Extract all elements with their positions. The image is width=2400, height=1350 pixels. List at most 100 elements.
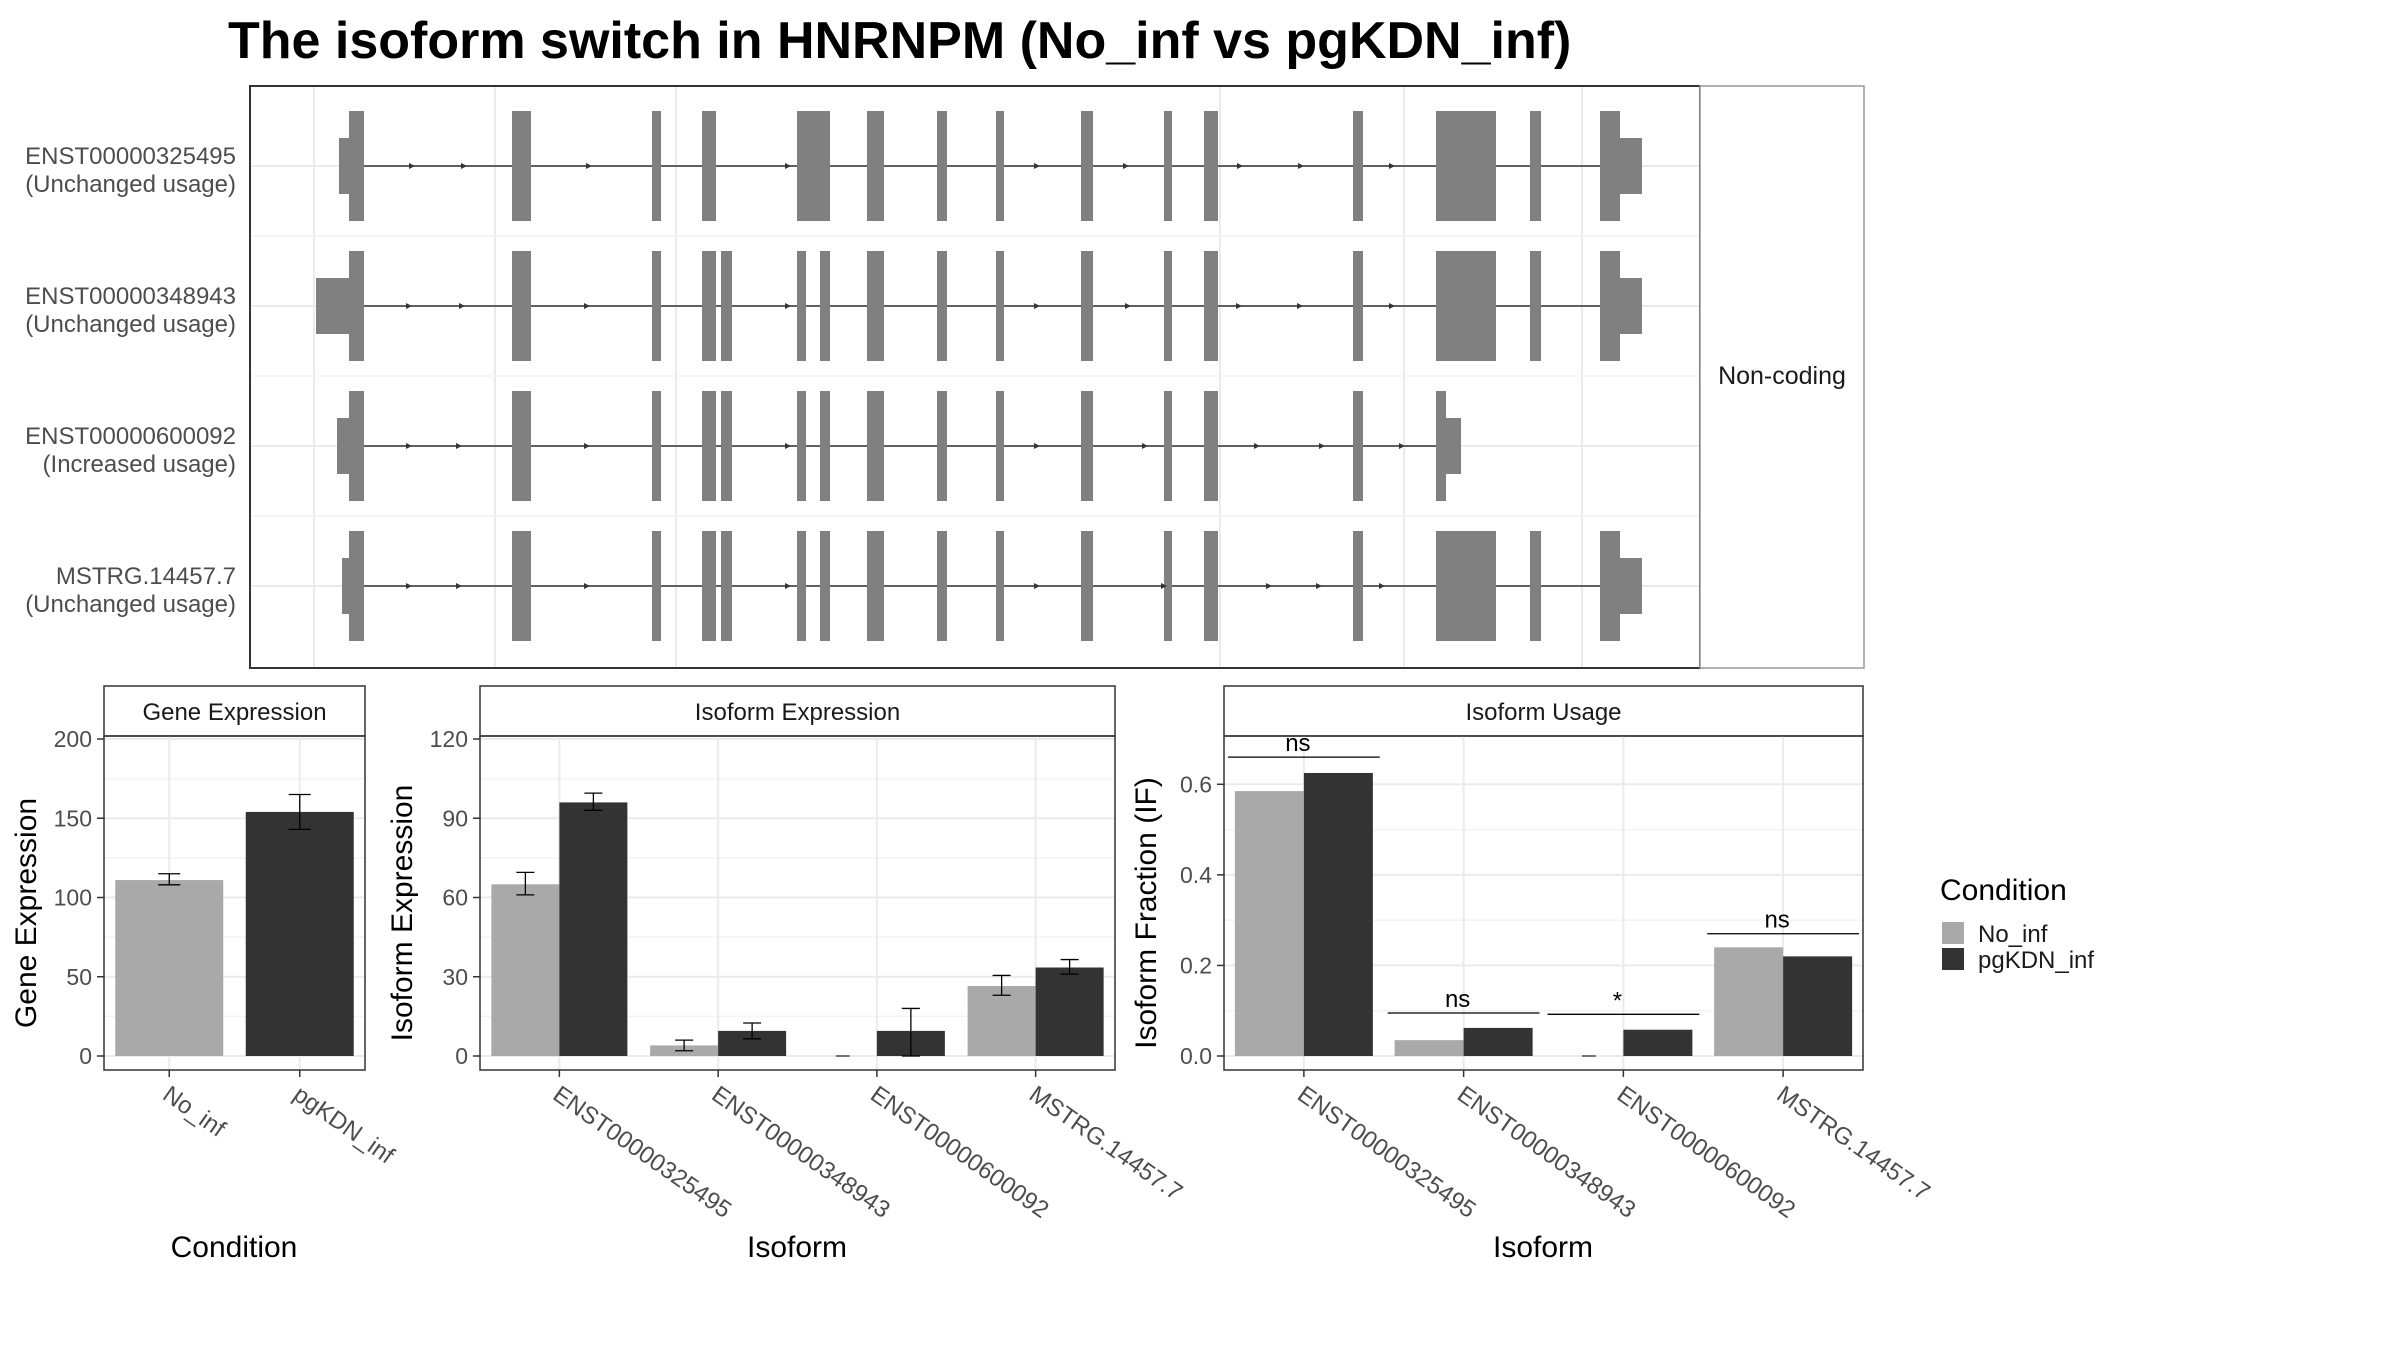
strand-arrow-icon — [785, 443, 791, 449]
strand-arrow-icon — [1125, 303, 1131, 309]
significance-label: ns — [1764, 907, 1789, 934]
exon-block — [937, 251, 947, 361]
exon-block — [721, 531, 732, 641]
utr-block — [316, 278, 349, 334]
strand-arrow-icon — [586, 163, 592, 169]
strand-arrow-icon — [584, 303, 590, 309]
y-axis-title: Gene Expression — [10, 798, 43, 1028]
panel-title: Gene Expression — [142, 699, 326, 726]
strand-arrow-icon — [1034, 443, 1040, 449]
exon-block — [512, 531, 531, 641]
legend-label-no-inf: No_inf — [1978, 921, 2048, 948]
exon-block — [996, 251, 1004, 361]
strand-arrow-icon — [456, 583, 462, 589]
exon-block — [937, 391, 947, 501]
strand-arrow-icon — [785, 303, 791, 309]
strand-arrow-icon — [459, 303, 465, 309]
panel-strip — [479, 685, 1116, 737]
x-axis-title: Isoform — [747, 1231, 847, 1264]
strand-arrow-icon — [785, 163, 791, 169]
bar — [115, 880, 224, 1056]
exon-block — [652, 391, 661, 501]
exon-block — [1164, 391, 1172, 501]
y-tick-label: 0 — [79, 1043, 92, 1069]
exon-block — [1436, 391, 1446, 501]
exon-block — [721, 251, 732, 361]
exon-block — [1204, 111, 1218, 221]
y-tick-label: 30 — [442, 964, 468, 990]
exon-block — [797, 111, 830, 221]
exon-block — [721, 391, 732, 501]
exon-block — [702, 391, 716, 501]
exon-block — [1353, 531, 1363, 641]
track-label-id: MSTRG.14457.7 — [56, 563, 236, 590]
exon-block — [1204, 391, 1218, 501]
y-tick-label: 60 — [442, 885, 468, 911]
significance-label: ns — [1285, 730, 1310, 757]
strand-arrow-icon — [1034, 583, 1040, 589]
exon-block — [996, 111, 1004, 221]
exon-block — [1436, 531, 1496, 641]
exon-block — [1204, 531, 1218, 641]
gene-expression-panel: Gene Expression 0 50 100 150 200 No_inf pgKDN_i… — [10, 685, 399, 1264]
track-label-id: ENST00000600092 — [25, 423, 236, 450]
strand-arrow-icon — [1142, 443, 1148, 449]
bar — [1463, 1027, 1533, 1056]
exon-block — [1353, 111, 1363, 221]
significance-label: * — [1613, 987, 1622, 1014]
bar — [491, 884, 560, 1056]
exon-block — [1164, 251, 1172, 361]
legend-key-pgkdn-inf — [1942, 948, 1964, 970]
bar — [1714, 947, 1784, 1056]
exon-block — [937, 531, 947, 641]
y-tick-label: 50 — [66, 964, 92, 990]
y-tick-label: 0.6 — [1180, 771, 1212, 797]
y-axis-title: Isoform Fraction (IF) — [1130, 777, 1163, 1049]
legend-key-no-inf — [1942, 922, 1964, 944]
panel-title: Isoform Usage — [1465, 699, 1621, 726]
exon-block — [1600, 251, 1620, 361]
strand-arrow-icon — [1123, 163, 1129, 169]
exon-block — [797, 391, 806, 501]
strand-arrow-icon — [1254, 443, 1260, 449]
exon-block — [996, 531, 1004, 641]
exon-block — [702, 531, 716, 641]
track-label-status: (Unchanged usage) — [25, 591, 236, 618]
strand-arrow-icon — [456, 443, 462, 449]
utr-block — [1446, 418, 1461, 474]
strand-arrow-icon — [785, 583, 791, 589]
exon-block — [867, 391, 884, 501]
bar — [1783, 956, 1853, 1056]
strand-arrow-icon — [1236, 303, 1242, 309]
utr-block — [339, 138, 349, 194]
exon-block — [652, 251, 661, 361]
structure-tracks — [316, 111, 1642, 641]
y-tick-label: 0.0 — [1180, 1043, 1212, 1069]
exon-block — [702, 251, 716, 361]
exon-block — [1530, 111, 1541, 221]
x-tick-label: MSTRG.14457.7 — [1772, 1081, 1935, 1206]
strand-arrow-icon — [1298, 163, 1304, 169]
exon-block — [512, 111, 531, 221]
exon-block — [1164, 531, 1172, 641]
legend: Condition No_inf pgKDN_inf — [1940, 874, 2094, 974]
exon-block — [996, 391, 1004, 501]
exon-block — [1164, 111, 1172, 221]
strand-arrow-icon — [1399, 443, 1405, 449]
y-tick-label: 0 — [455, 1043, 468, 1069]
utr-block — [342, 558, 349, 614]
bar — [967, 985, 1036, 1056]
exon-block — [652, 111, 661, 221]
panel-border — [1223, 735, 1864, 1071]
track-label-status: (Unchanged usage) — [25, 171, 236, 198]
exon-block — [1353, 391, 1363, 501]
exon-block — [820, 391, 830, 501]
exon-block — [349, 531, 364, 641]
exon-block — [1204, 251, 1218, 361]
strand-arrow-icon — [406, 583, 412, 589]
exon-block — [1081, 111, 1093, 221]
track-label-id: ENST00000348943 — [25, 283, 236, 310]
x-tick-label: pgKDN_inf — [288, 1081, 399, 1170]
bar — [559, 802, 628, 1056]
